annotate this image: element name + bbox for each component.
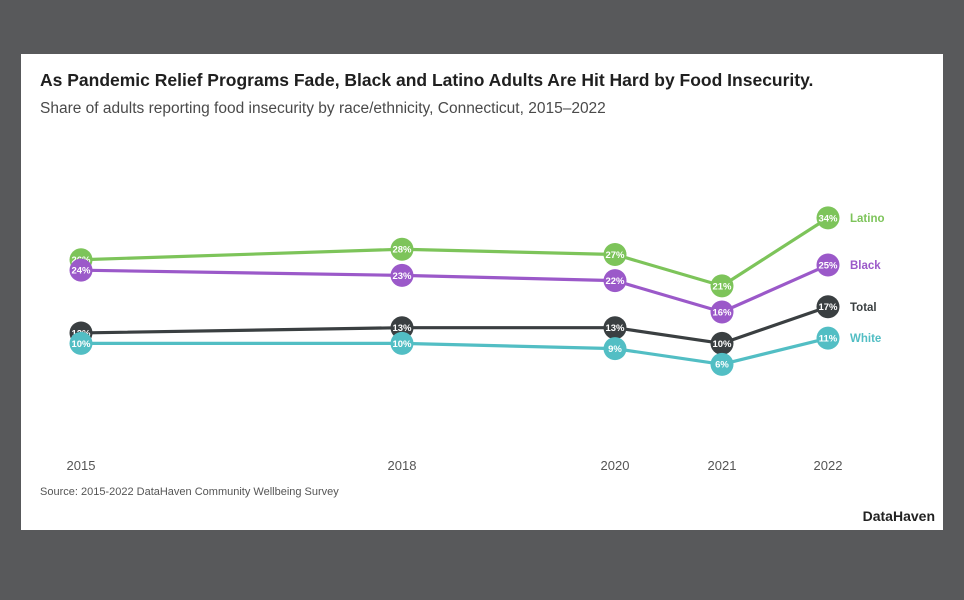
x-tick-label: 2021	[708, 458, 737, 473]
data-point	[390, 331, 414, 355]
data-label: 13%	[392, 323, 412, 334]
chart-card: As Pandemic Relief Programs Fade, Black …	[21, 54, 943, 530]
data-point	[816, 253, 840, 277]
series-name-label: Total	[850, 302, 877, 314]
data-point	[816, 206, 840, 230]
data-label: 28%	[392, 245, 412, 256]
x-tick-label: 2022	[814, 458, 843, 473]
series-name-label: White	[850, 333, 881, 345]
data-label: 25%	[818, 260, 838, 271]
data-label: 22%	[605, 276, 625, 287]
data-point	[816, 295, 840, 319]
line-chart: 2015201820202021202226%28%27%21%34%Latin…	[67, 206, 885, 473]
series-latino: 26%28%27%21%34%Latino	[69, 206, 885, 298]
series-white: 10% 10% 9% 6% 11% White	[69, 326, 881, 376]
data-label: 10%	[392, 339, 412, 350]
series-name-label: Latino	[850, 213, 885, 225]
data-label: 21%	[712, 281, 732, 292]
source-note: Source: 2015-2022 DataHaven Community We…	[40, 486, 339, 498]
data-label: 27%	[605, 250, 625, 261]
data-point	[710, 300, 734, 324]
brand-logo: DataHaven	[862, 508, 935, 524]
data-label: 24%	[71, 266, 91, 277]
chart-title: As Pandemic Relief Programs Fade, Black …	[40, 70, 814, 90]
data-point	[816, 326, 840, 350]
x-tick-label: 2015	[67, 458, 96, 473]
data-label: 11%	[819, 334, 838, 345]
data-point	[603, 242, 627, 266]
data-point	[69, 331, 93, 355]
data-label: 23%	[392, 271, 412, 282]
data-label: 16%	[712, 307, 732, 318]
data-point	[603, 337, 627, 361]
x-tick-label: 2020	[601, 458, 630, 473]
data-point	[603, 269, 627, 293]
data-point	[710, 352, 734, 376]
data-point	[390, 237, 414, 261]
data-point	[710, 331, 734, 355]
data-label: 10%	[712, 339, 732, 350]
data-label: 10%	[71, 339, 91, 350]
data-label: 17%	[818, 302, 838, 313]
data-label: 13%	[605, 323, 625, 334]
data-label: 6%	[715, 360, 729, 371]
data-point	[390, 263, 414, 287]
chart-subtitle: Share of adults reporting food insecurit…	[40, 100, 606, 117]
series-name-label: Black	[850, 260, 881, 272]
data-point	[69, 258, 93, 282]
data-point	[710, 274, 734, 298]
x-tick-label: 2018	[388, 458, 417, 473]
data-label: 9%	[608, 344, 622, 355]
data-label: 34%	[818, 213, 838, 224]
data-point	[603, 316, 627, 340]
series-black: 24% 23% 22% 16% 25% Black	[69, 253, 881, 324]
